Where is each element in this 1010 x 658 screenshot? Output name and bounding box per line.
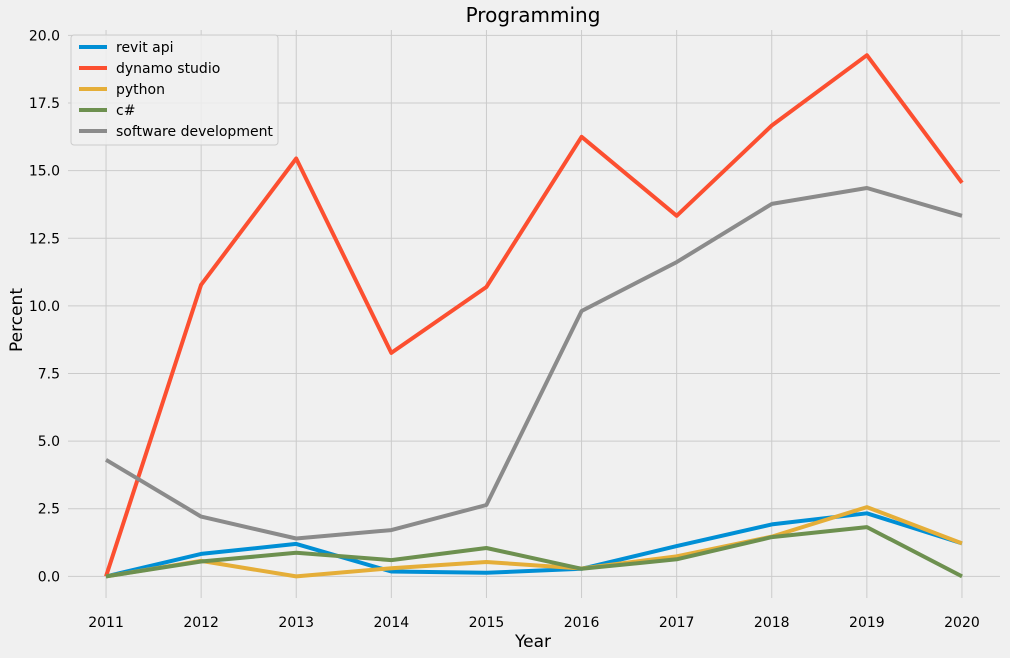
x-tick-label: 2020 (944, 615, 980, 631)
x-tick-label: 2019 (849, 615, 885, 631)
legend-label: c# (116, 103, 135, 119)
x-tick-label: 2013 (278, 615, 314, 631)
x-tick-label: 2012 (183, 615, 219, 631)
y-tick-label: 10.0 (29, 299, 60, 315)
y-tick-label: 0.0 (38, 569, 60, 585)
series-line-2 (105, 505, 963, 579)
series-line-0 (105, 511, 963, 579)
y-tick-label: 7.5 (38, 367, 60, 383)
x-tick-label: 2015 (469, 615, 505, 631)
y-tick-label: 17.5 (29, 96, 60, 112)
x-tick-label: 2016 (564, 615, 600, 631)
y-tick-labels: 0.0 2.5 5.0 7.5 10.0 12.5 15.0 17.5 20.0 (29, 28, 60, 585)
legend: revit api dynamo studio python c# software d… (70, 34, 279, 146)
y-tick-label: 15.0 (29, 164, 60, 180)
legend-label: python (116, 82, 165, 98)
series-line-3 (105, 525, 963, 579)
x-axis-label: Year (514, 632, 551, 652)
series-line-1 (104, 53, 964, 578)
y-tick-label: 2.5 (38, 502, 60, 518)
x-tick-label: 2011 (88, 615, 124, 631)
series-line-4 (104, 186, 963, 541)
x-tick-label: 2014 (374, 615, 410, 631)
y-tick-label: 5.0 (38, 434, 60, 450)
x-tick-label: 2018 (754, 615, 790, 631)
chart-title: Programming (466, 3, 601, 27)
x-tick-label: 2017 (659, 615, 695, 631)
legend-label: software development (116, 124, 273, 140)
y-axis-label: Percent (7, 288, 27, 352)
series-lines (104, 53, 964, 579)
y-tick-label: 20.0 (29, 28, 60, 44)
legend-label: dynamo studio (116, 61, 220, 77)
legend-frame (70, 34, 279, 146)
y-tick-label: 12.5 (29, 231, 60, 247)
legend-label: revit api (116, 40, 174, 56)
x-tick-labels: 2011 2012 2013 2014 2015 2016 2017 2018 2019 2020 (88, 615, 980, 631)
